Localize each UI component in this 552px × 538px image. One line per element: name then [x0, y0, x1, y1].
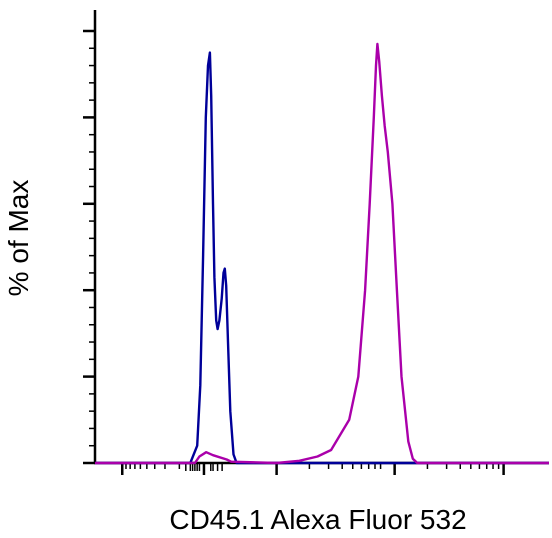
series-line-2	[95, 42, 549, 465]
x-axis-label: CD45.1 Alexa Fluor 532	[169, 504, 466, 535]
series-layer	[95, 42, 549, 465]
series-line-1	[95, 51, 549, 465]
y-axis-label: % of Max	[3, 180, 34, 297]
axes	[83, 10, 549, 475]
